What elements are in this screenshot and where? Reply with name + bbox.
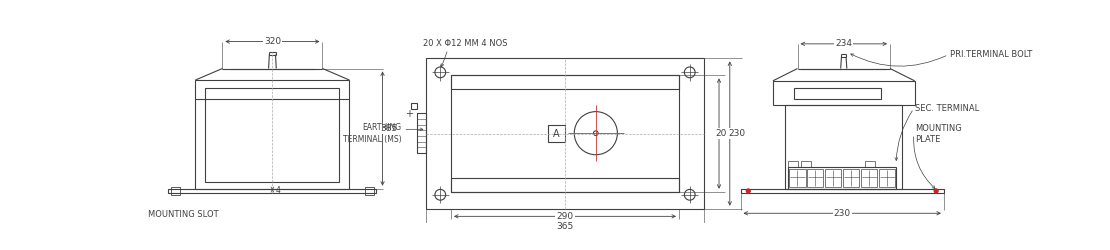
Text: 234: 234	[835, 39, 852, 48]
Bar	[861, 168, 877, 187]
Bar	[426, 58, 704, 209]
Bar	[169, 188, 376, 193]
Bar	[451, 76, 679, 192]
Bar	[451, 178, 679, 192]
Bar	[205, 88, 340, 182]
Bar	[365, 187, 374, 195]
Text: 365: 365	[556, 222, 574, 231]
Bar	[785, 106, 902, 188]
Bar	[788, 161, 798, 167]
Circle shape	[746, 189, 750, 193]
Text: 20 X Φ12 MM 4 NOS: 20 X Φ12 MM 4 NOS	[423, 38, 507, 48]
Text: A: A	[553, 129, 559, 139]
Text: EARTHING
TERMINAL (MS): EARTHING TERMINAL (MS)	[343, 123, 402, 144]
Bar	[807, 168, 824, 187]
Text: MOUNTING
PLATE: MOUNTING PLATE	[916, 124, 962, 144]
Bar	[740, 188, 944, 193]
Bar	[825, 168, 841, 187]
Text: PRI.TERMINAL BOLT: PRI.TERMINAL BOLT	[950, 50, 1032, 59]
Text: 230: 230	[834, 209, 850, 218]
Text: MOUNTING SLOT: MOUNTING SLOT	[148, 210, 219, 219]
Bar	[788, 167, 896, 188]
Bar	[451, 76, 679, 89]
Bar	[773, 81, 915, 106]
Text: 320: 320	[264, 37, 281, 46]
Bar	[866, 161, 875, 167]
Text: 4: 4	[275, 186, 281, 196]
Bar	[548, 126, 565, 142]
Text: 385: 385	[380, 124, 397, 133]
Bar	[417, 113, 426, 153]
Circle shape	[935, 189, 938, 193]
Text: +: +	[405, 109, 414, 119]
Text: 205: 205	[716, 129, 733, 138]
Text: SEC. TERMINAL: SEC. TERMINAL	[916, 104, 980, 113]
Bar	[801, 161, 810, 167]
Bar	[789, 168, 806, 187]
Bar	[411, 103, 417, 109]
Bar	[171, 187, 180, 195]
Bar	[842, 168, 859, 187]
Bar	[195, 80, 350, 188]
Text: 290: 290	[556, 212, 574, 221]
Bar	[879, 168, 896, 187]
Text: 230: 230	[728, 129, 745, 138]
Bar	[795, 88, 880, 99]
